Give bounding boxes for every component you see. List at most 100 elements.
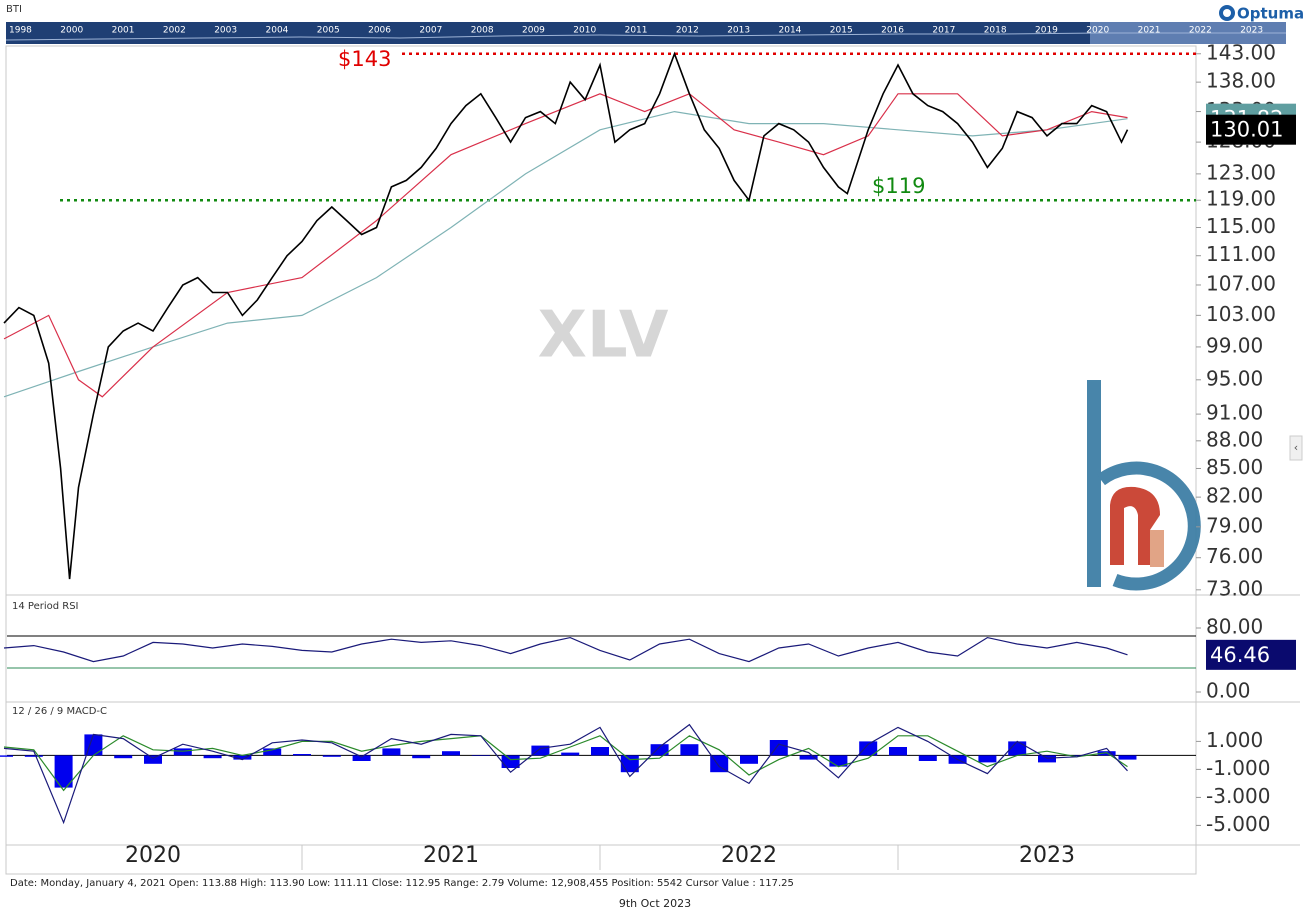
histogram-bar	[918, 755, 937, 761]
navigator-year: 2004	[266, 26, 289, 36]
collapse-button[interactable]	[1289, 435, 1303, 461]
reference-label: $119	[872, 174, 925, 198]
x-tick-label: 2020	[125, 843, 181, 868]
y-tick-label: 103.00	[1206, 302, 1276, 326]
histogram-bar	[114, 755, 133, 759]
histogram-bar	[84, 734, 103, 756]
histogram-bar	[829, 755, 848, 767]
y-tick-label: 76.00	[1206, 544, 1263, 568]
navigator-year: 2009	[522, 26, 545, 36]
histogram-bar	[293, 754, 311, 756]
y-tick-label: 80.00	[1206, 615, 1263, 639]
navigator-year: 1998	[9, 26, 32, 36]
navigator-year: 2001	[112, 26, 135, 36]
histogram-bar	[442, 751, 460, 756]
y-tick-label: 138.00	[1206, 69, 1276, 93]
histogram-bar	[54, 755, 73, 788]
histogram-bar	[322, 755, 341, 757]
navigator[interactable]	[6, 22, 1286, 44]
series-line	[3, 636, 1128, 663]
status-bar: Date: Monday, January 4, 2021 Open: 113.…	[10, 878, 794, 889]
value-badge	[1206, 639, 1296, 670]
value-badge	[1206, 114, 1296, 145]
series-line	[3, 93, 1128, 398]
histogram-bar	[352, 755, 371, 761]
y-tick-label: -1.000	[1206, 756, 1270, 780]
x-tick-label: 2022	[721, 843, 777, 868]
histogram-bar	[769, 740, 788, 756]
brand-name: Optuma	[1237, 5, 1304, 23]
histogram-bar	[203, 755, 222, 759]
histogram-bar	[591, 747, 609, 756]
navigator-year: 2008	[471, 26, 494, 36]
histogram-bar	[859, 741, 878, 756]
navigator-year: 2010	[573, 26, 596, 36]
y-tick-label: 88.00	[1206, 427, 1263, 451]
x-tick-label: 2021	[423, 843, 479, 868]
chart-date: 9th Oct 2023	[619, 897, 691, 910]
y-tick-label: 73.00	[1206, 576, 1263, 600]
series-line	[3, 723, 1128, 825]
histogram-bar	[978, 755, 997, 763]
symbol: BTI	[6, 4, 22, 15]
navigator-year: 2002	[163, 26, 186, 36]
navigator-year: 2000	[60, 26, 83, 36]
y-tick-label: 91.00	[1206, 401, 1263, 425]
navigator-year: 2019	[1035, 26, 1058, 36]
y-tick-label: 95.00	[1206, 366, 1263, 390]
collapse-icon[interactable]: ‹	[1294, 441, 1298, 454]
histogram-bar	[650, 744, 669, 756]
histogram-bar	[0, 755, 13, 757]
y-tick-label: -5.000	[1206, 812, 1270, 836]
navigator-year: 2012	[676, 26, 699, 36]
y-tick-label: 85.00	[1206, 455, 1263, 479]
navigator-year: 2013	[727, 26, 750, 36]
navigator-year: 2020	[1086, 26, 1109, 36]
series-line	[3, 110, 1128, 398]
histogram-bar	[740, 755, 758, 764]
histogram-bar	[889, 747, 907, 756]
navigator-year: 2014	[779, 26, 802, 36]
y-tick-label: 143.00	[1206, 40, 1276, 64]
panel-title: 14 Period RSI	[12, 601, 79, 612]
histogram-bar	[799, 755, 818, 760]
histogram-bar	[1067, 755, 1086, 756]
histogram-bar	[1008, 741, 1027, 756]
histogram-bar	[382, 748, 401, 756]
navigator-year: 2016	[881, 26, 904, 36]
navigator-year: 2007	[419, 26, 442, 36]
y-tick-label: 107.00	[1206, 271, 1276, 295]
navigator-year: 2006	[368, 26, 391, 36]
y-tick-label: 119.00	[1206, 187, 1276, 211]
histogram-bar	[24, 755, 43, 757]
series-line	[3, 51, 1129, 580]
navigator-year: 2021	[1138, 26, 1161, 36]
histogram-bar	[263, 748, 282, 756]
histogram-bar	[561, 752, 580, 756]
navigator-year: 2022	[1189, 26, 1212, 36]
histogram-bar	[471, 755, 490, 756]
navigator-year: 2003	[214, 26, 237, 36]
navigator-sparkline	[5, 32, 1286, 41]
y-tick-label: 1.000	[1206, 728, 1263, 752]
histogram-bar	[680, 744, 699, 756]
histogram-bar	[1038, 755, 1056, 763]
histogram-bar	[531, 745, 550, 756]
histogram-bar	[144, 755, 162, 764]
watermark-logo	[1087, 380, 1201, 591]
series-line	[3, 735, 1128, 792]
watermark: XLV	[538, 299, 669, 373]
histogram-bar	[233, 755, 252, 760]
y-tick-label: 99.00	[1206, 333, 1263, 357]
y-tick-label: 82.00	[1206, 484, 1263, 508]
navigator-year: 2015	[830, 26, 853, 36]
x-tick-label: 2023	[1019, 843, 1075, 868]
value-badge-label: 46.46	[1210, 643, 1270, 667]
brand-logo: Optuma	[1219, 5, 1304, 23]
histogram-bar	[501, 755, 520, 768]
y-tick-label: 123.00	[1206, 160, 1276, 184]
y-tick-label: 79.00	[1206, 513, 1263, 537]
y-tick-label: 0.00	[1206, 679, 1251, 703]
